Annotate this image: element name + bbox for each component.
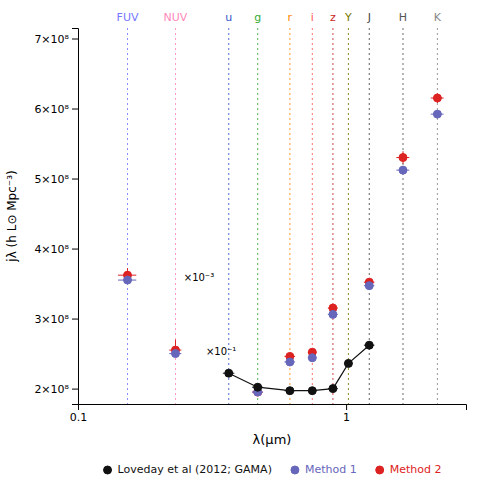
legend-label: Loveday et al (2012; GAMA) xyxy=(118,463,272,476)
x-tick-label: 1 xyxy=(343,411,350,424)
y-tick-label: 7×10⁸ xyxy=(34,33,69,46)
y-tick: 7×10⁸ xyxy=(34,33,78,46)
x-tick: 1 xyxy=(343,404,350,424)
y-tick-label: 3×10⁸ xyxy=(34,313,69,326)
chart: 0.112×10⁸3×10⁸4×10⁸5×10⁸6×10⁸7×10⁸λ(μm)j… xyxy=(0,0,484,484)
band-label: FUV xyxy=(117,11,139,24)
band-label: u xyxy=(225,11,232,24)
y-tick: 5×10⁸ xyxy=(34,173,78,186)
annotation: ×10⁻¹ xyxy=(206,346,236,357)
point xyxy=(308,354,316,362)
y-tick-mark xyxy=(72,109,78,110)
band-label: i xyxy=(311,11,314,24)
band-label: g xyxy=(254,11,261,24)
legend-entry: Method 2 xyxy=(376,463,442,476)
y-tick-label: 5×10⁸ xyxy=(34,173,69,186)
band-line xyxy=(257,28,258,404)
y-tick: 3×10⁸ xyxy=(34,313,78,326)
legend-entry: Method 1 xyxy=(291,463,357,476)
series-points xyxy=(118,93,444,396)
x-axis: 0.11 xyxy=(70,404,467,424)
series-line xyxy=(229,345,370,391)
legend-entry: Loveday et al (2012; GAMA) xyxy=(104,463,272,476)
y-tick-mark xyxy=(72,179,78,180)
point xyxy=(171,350,179,358)
point xyxy=(286,387,294,395)
data-layer xyxy=(118,28,444,404)
y-tick-label: 4×10⁸ xyxy=(34,243,69,256)
x-axis-line xyxy=(79,405,467,411)
x-tick-mark xyxy=(346,404,347,410)
point xyxy=(124,276,132,284)
y-tick-label: 2×10⁸ xyxy=(34,383,69,396)
series-points xyxy=(223,341,375,394)
point xyxy=(433,94,441,102)
band-line xyxy=(289,28,290,404)
band-line xyxy=(312,28,313,404)
band-label: K xyxy=(434,11,442,24)
band-line xyxy=(127,28,128,404)
y-tick-label: 6×10⁸ xyxy=(34,103,69,116)
point xyxy=(225,369,233,377)
band-line xyxy=(437,28,438,404)
point xyxy=(329,310,337,318)
legend-marker xyxy=(291,466,299,474)
x-axis-label: λ(μm) xyxy=(253,432,292,447)
band-label: NUV xyxy=(164,11,188,24)
point xyxy=(433,110,441,118)
y-axis-line xyxy=(72,29,79,405)
point xyxy=(286,358,294,366)
point xyxy=(365,282,373,290)
y-tick: 2×10⁸ xyxy=(34,383,78,396)
legend-marker xyxy=(104,466,112,474)
band-line xyxy=(348,28,349,404)
point xyxy=(399,154,407,162)
annotation: ×10⁻³ xyxy=(184,272,214,283)
series-points xyxy=(118,110,444,396)
band-line xyxy=(332,28,333,404)
band-label: z xyxy=(330,11,336,24)
band-label: r xyxy=(288,11,293,24)
point xyxy=(344,359,352,367)
y-axis: 2×10⁸ 3×10⁸ 4×10⁸ 5×10⁸ 6×10⁸ 7×10⁸ xyxy=(34,29,78,405)
y-tick: 4×10⁸ xyxy=(34,243,78,256)
band-label: J xyxy=(367,11,371,24)
x-tick: 0.1 xyxy=(70,404,88,424)
y-tick-mark xyxy=(72,319,78,320)
y-axis-label: jλ (h L⊙ Mpc⁻³) xyxy=(5,170,19,262)
point xyxy=(399,166,407,174)
band-label: H xyxy=(399,11,407,24)
plot-area: 0.112×10⁸3×10⁸4×10⁸5×10⁸6×10⁸7×10⁸λ(μm)j… xyxy=(5,11,467,447)
legend-marker xyxy=(376,466,384,474)
y-tick-mark xyxy=(72,389,78,390)
legend-label: Method 1 xyxy=(305,463,357,476)
point xyxy=(329,385,337,393)
y-tick-mark xyxy=(72,39,78,40)
legend: Loveday et al (2012; GAMA) Method 1 Method… xyxy=(104,463,442,476)
band-label: Y xyxy=(344,11,352,24)
y-tick-mark xyxy=(72,249,78,250)
point xyxy=(308,387,316,395)
y-tick: 6×10⁸ xyxy=(34,103,78,116)
legend-label: Method 2 xyxy=(390,463,442,476)
band-line xyxy=(403,28,404,404)
point xyxy=(365,341,373,349)
x-tick-label: 0.1 xyxy=(70,411,88,424)
point xyxy=(254,383,262,391)
